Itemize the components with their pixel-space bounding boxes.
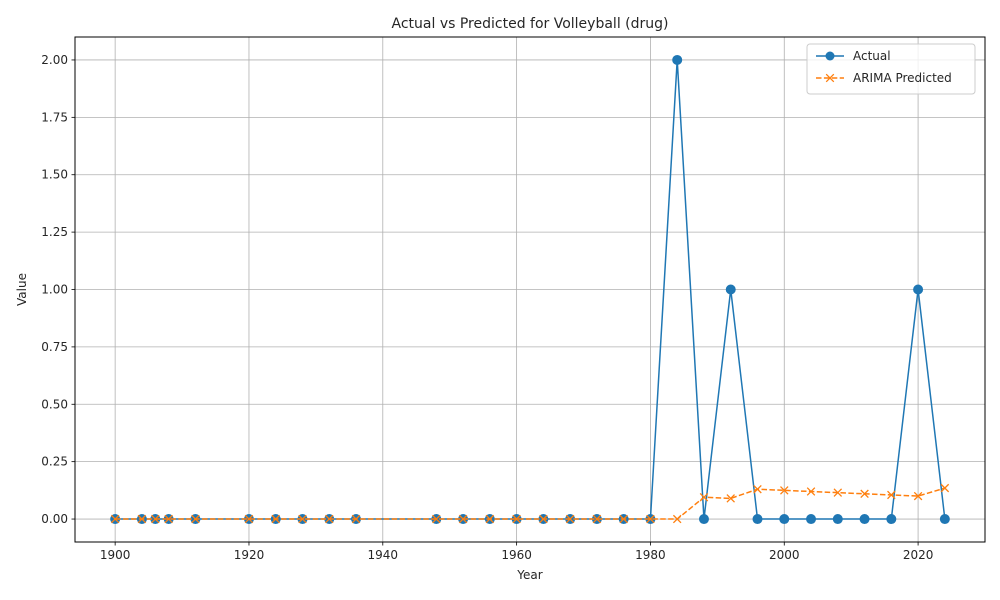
- data-point: [672, 54, 683, 65]
- y-tick-label: 2.00: [41, 53, 68, 67]
- data-point: [672, 514, 682, 524]
- data-point: [725, 284, 736, 295]
- data-point: [886, 514, 897, 525]
- series-predicted: [110, 483, 950, 524]
- y-tick-label: 1.25: [41, 225, 68, 239]
- data-point: [646, 514, 655, 524]
- data-point: [860, 489, 869, 499]
- data-point: [298, 514, 307, 524]
- data-point: [913, 284, 924, 295]
- series-layer: [110, 54, 950, 525]
- data-point: [151, 514, 160, 524]
- data-point: [913, 491, 923, 501]
- data-point: [833, 488, 843, 497]
- y-tick-label: 0.75: [41, 340, 68, 354]
- data-point: [325, 514, 334, 524]
- data-point: [780, 486, 789, 495]
- data-point: [164, 514, 173, 524]
- x-tick-label: 1920: [234, 548, 265, 562]
- data-point: [779, 514, 790, 525]
- x-tick-label: 2000: [769, 548, 800, 562]
- y-tick-label: 0.25: [41, 455, 68, 469]
- data-point: [485, 514, 495, 524]
- data-point: [806, 514, 817, 525]
- x-tick-label: 1980: [635, 548, 666, 562]
- chart-title: Actual vs Predicted for Volleyball (drug…: [392, 16, 669, 32]
- data-point: [940, 483, 950, 493]
- data-point: [592, 514, 602, 524]
- legend-box: [806, 43, 976, 95]
- y-tick-label: 1.50: [41, 168, 68, 182]
- data-point: [752, 514, 763, 525]
- data-point: [191, 514, 200, 524]
- x-axis-label: Year: [516, 568, 542, 582]
- data-point: [753, 484, 762, 494]
- y-tick-label: 0.00: [41, 512, 68, 526]
- y-tick-label: 0.50: [41, 397, 68, 411]
- data-point: [699, 492, 709, 502]
- data-point: [698, 514, 709, 525]
- data-point: [859, 514, 870, 525]
- data-point: [539, 514, 548, 524]
- data-point: [244, 514, 254, 524]
- legend-marker-actual: [825, 51, 835, 61]
- data-point: [939, 514, 950, 525]
- legend-label-predicted: ARIMA Predicted: [853, 71, 952, 85]
- data-point: [512, 514, 521, 524]
- data-point: [832, 514, 843, 525]
- y-tick-label: 1.75: [41, 110, 68, 124]
- data-point: [887, 490, 896, 500]
- x-tick-label: 2020: [903, 548, 934, 562]
- x-tick-label: 1900: [100, 548, 131, 562]
- data-point: [619, 514, 628, 524]
- x-tick-label: 1960: [501, 548, 532, 562]
- data-point: [565, 514, 575, 524]
- data-point: [458, 514, 468, 524]
- data-point: [110, 514, 120, 524]
- data-point: [137, 514, 147, 524]
- data-point: [351, 514, 361, 524]
- axes: 1900 1920 1940 1960 1980 2000 2020 0.00 0.25 0.50…: [41, 53, 933, 562]
- y-axis-label: Value: [15, 273, 29, 306]
- data-point: [806, 487, 816, 496]
- data-point: [432, 514, 441, 524]
- x-tick-label: 1940: [368, 548, 399, 562]
- legend-label-actual: Actual: [853, 49, 891, 63]
- legend: Actual ARIMA Predicted: [806, 43, 976, 95]
- data-point: [726, 494, 735, 503]
- legend-marker-predicted: [825, 73, 835, 83]
- data-point: [271, 514, 280, 524]
- y-tick-label: 1.00: [41, 283, 68, 297]
